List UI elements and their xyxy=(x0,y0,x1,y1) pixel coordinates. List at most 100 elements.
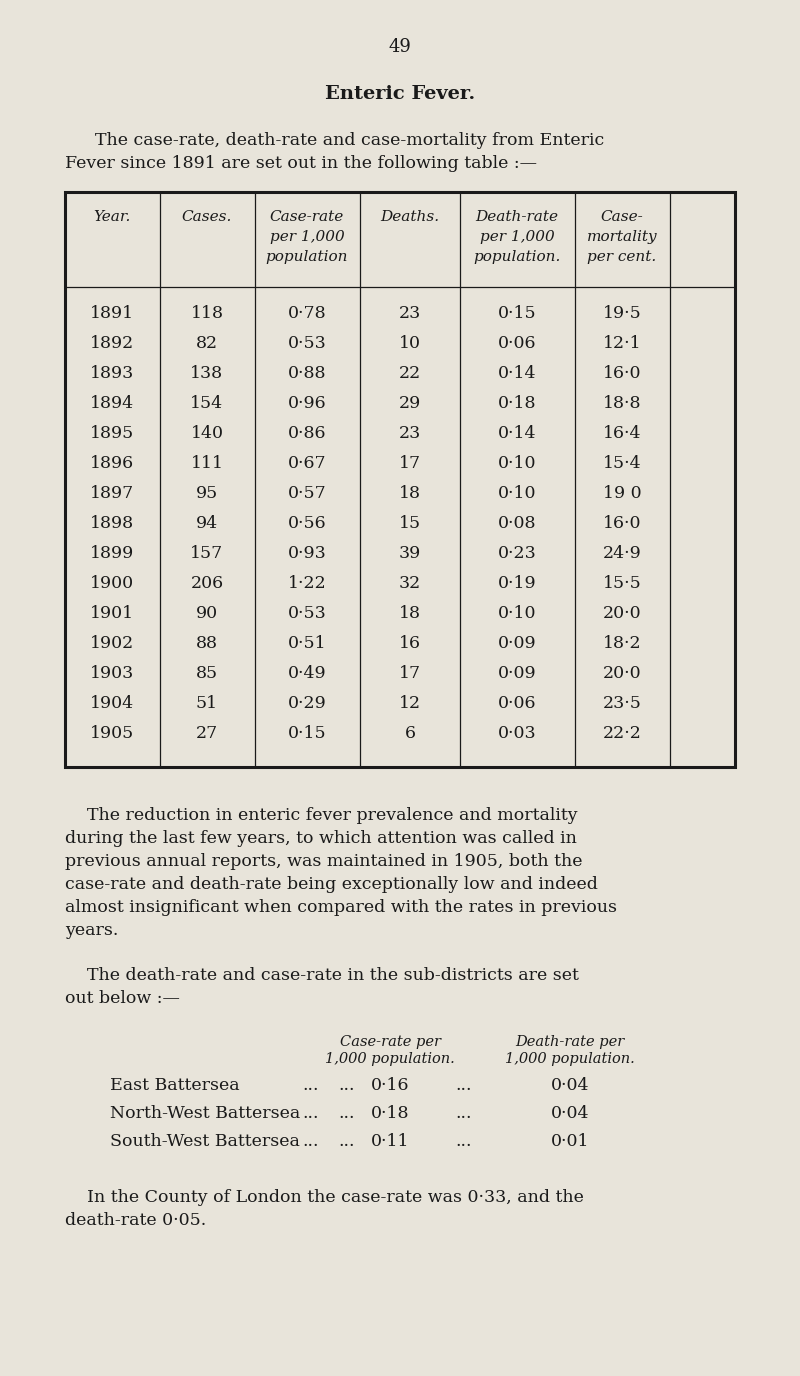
Text: 0·10: 0·10 xyxy=(498,605,536,622)
Text: ...: ... xyxy=(338,1105,354,1121)
Text: 49: 49 xyxy=(389,39,411,56)
Text: 17: 17 xyxy=(399,455,421,472)
Text: 1898: 1898 xyxy=(90,515,134,533)
Text: 1902: 1902 xyxy=(90,634,134,652)
Text: Death-rate per: Death-rate per xyxy=(515,1035,625,1049)
Bar xyxy=(65,193,735,766)
Text: per cent.: per cent. xyxy=(587,250,657,264)
Text: 0·57: 0·57 xyxy=(288,484,326,502)
Text: 15·4: 15·4 xyxy=(602,455,642,472)
Text: 157: 157 xyxy=(190,545,224,561)
Text: 20·0: 20·0 xyxy=(602,665,642,682)
Text: mortality: mortality xyxy=(586,230,658,244)
Text: death-rate 0·05.: death-rate 0·05. xyxy=(65,1212,206,1229)
Text: 10: 10 xyxy=(399,334,421,352)
Text: 0·23: 0·23 xyxy=(498,545,536,561)
Text: 1·22: 1·22 xyxy=(288,575,326,592)
Text: East Battersea: East Battersea xyxy=(110,1077,240,1094)
Text: 1894: 1894 xyxy=(90,395,134,411)
Text: 18: 18 xyxy=(399,484,421,502)
Text: Enteric Fever.: Enteric Fever. xyxy=(325,85,475,103)
Text: 51: 51 xyxy=(196,695,218,711)
Text: ...: ... xyxy=(302,1105,318,1121)
Text: 15·5: 15·5 xyxy=(602,575,642,592)
Text: 6: 6 xyxy=(405,725,415,742)
Text: out below :—: out below :— xyxy=(65,989,180,1007)
Text: 0·56: 0·56 xyxy=(288,515,326,533)
Text: Death-rate: Death-rate xyxy=(475,211,558,224)
Text: 22·2: 22·2 xyxy=(602,725,642,742)
Text: 19·5: 19·5 xyxy=(602,305,642,322)
Text: Case-rate: Case-rate xyxy=(270,211,344,224)
Text: 0·88: 0·88 xyxy=(288,365,326,383)
Text: 206: 206 xyxy=(190,575,223,592)
Text: 18·2: 18·2 xyxy=(602,634,642,652)
Text: Deaths.: Deaths. xyxy=(381,211,439,224)
Text: Fever since 1891 are set out in the following table :—: Fever since 1891 are set out in the foll… xyxy=(65,155,537,172)
Text: 0·03: 0·03 xyxy=(498,725,536,742)
Text: North-West Battersea: North-West Battersea xyxy=(110,1105,300,1121)
Text: 0·15: 0·15 xyxy=(288,725,326,742)
Text: case-rate and death-rate being exceptionally low and indeed: case-rate and death-rate being exception… xyxy=(65,877,598,893)
Text: 27: 27 xyxy=(196,725,218,742)
Text: 140: 140 xyxy=(190,425,223,442)
Text: ...: ... xyxy=(455,1077,471,1094)
Text: In the County of London the case-rate was 0·33, and the: In the County of London the case-rate wa… xyxy=(65,1189,584,1205)
Text: 23: 23 xyxy=(399,425,421,442)
Text: Case-rate per: Case-rate per xyxy=(339,1035,441,1049)
Text: 0·15: 0·15 xyxy=(498,305,536,322)
Text: years.: years. xyxy=(65,922,118,938)
Text: 16·0: 16·0 xyxy=(602,365,642,383)
Text: 29: 29 xyxy=(399,395,421,411)
Text: 90: 90 xyxy=(196,605,218,622)
Text: 1897: 1897 xyxy=(90,484,134,502)
Text: 1893: 1893 xyxy=(90,365,134,383)
Text: Case-: Case- xyxy=(601,211,643,224)
Text: 16·0: 16·0 xyxy=(602,515,642,533)
Text: ...: ... xyxy=(302,1132,318,1150)
Text: 1,000 population.: 1,000 population. xyxy=(505,1053,635,1066)
Text: 0·96: 0·96 xyxy=(288,395,326,411)
Text: ...: ... xyxy=(455,1105,471,1121)
Text: 1892: 1892 xyxy=(90,334,134,352)
Text: 1900: 1900 xyxy=(90,575,134,592)
Text: 94: 94 xyxy=(196,515,218,533)
Text: 0·53: 0·53 xyxy=(288,334,326,352)
Text: 22: 22 xyxy=(399,365,421,383)
Text: 1896: 1896 xyxy=(90,455,134,472)
Text: 0·93: 0·93 xyxy=(288,545,326,561)
Text: 1904: 1904 xyxy=(90,695,134,711)
Text: 95: 95 xyxy=(196,484,218,502)
Text: 15: 15 xyxy=(399,515,421,533)
Text: 0·29: 0·29 xyxy=(288,695,326,711)
Text: 0·49: 0·49 xyxy=(288,665,326,682)
Text: ...: ... xyxy=(338,1077,354,1094)
Text: 1,000 population.: 1,000 population. xyxy=(325,1053,455,1066)
Text: 0·10: 0·10 xyxy=(498,455,536,472)
Text: 138: 138 xyxy=(190,365,223,383)
Text: 0·06: 0·06 xyxy=(498,695,536,711)
Text: ...: ... xyxy=(455,1132,471,1150)
Text: 85: 85 xyxy=(196,665,218,682)
Text: 0·18: 0·18 xyxy=(498,395,536,411)
Text: 0·86: 0·86 xyxy=(288,425,326,442)
Text: 0·06: 0·06 xyxy=(498,334,536,352)
Text: per 1,000: per 1,000 xyxy=(480,230,554,244)
Text: 32: 32 xyxy=(399,575,421,592)
Text: 24·9: 24·9 xyxy=(602,545,642,561)
Text: 18: 18 xyxy=(399,605,421,622)
Text: 0·08: 0·08 xyxy=(498,515,536,533)
Text: during the last few years, to which attention was called in: during the last few years, to which atte… xyxy=(65,830,577,848)
Text: The death-rate and case-rate in the sub-districts are set: The death-rate and case-rate in the sub-… xyxy=(65,967,579,984)
Text: 0·14: 0·14 xyxy=(498,425,536,442)
Text: 16: 16 xyxy=(399,634,421,652)
Text: 23: 23 xyxy=(399,305,421,322)
Text: 0·16: 0·16 xyxy=(370,1077,410,1094)
Text: previous annual reports, was maintained in 1905, both the: previous annual reports, was maintained … xyxy=(65,853,582,870)
Text: 39: 39 xyxy=(399,545,421,561)
Text: 154: 154 xyxy=(190,395,223,411)
Text: 1899: 1899 xyxy=(90,545,134,561)
Text: 0·10: 0·10 xyxy=(498,484,536,502)
Text: 0·67: 0·67 xyxy=(288,455,326,472)
Text: almost insignificant when compared with the rates in previous: almost insignificant when compared with … xyxy=(65,899,617,916)
